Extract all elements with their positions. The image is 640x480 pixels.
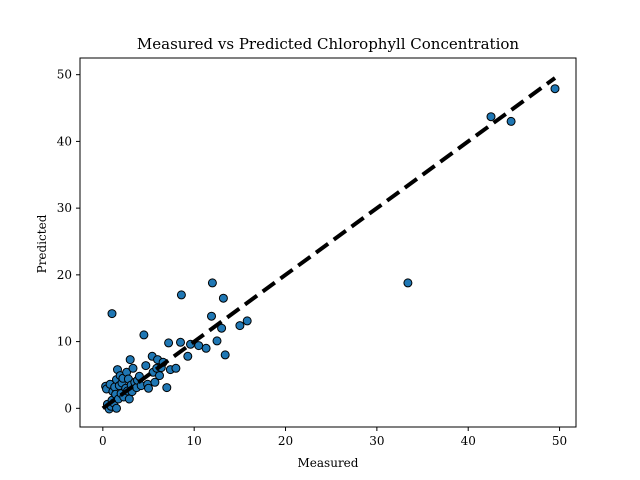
reference-line	[101, 76, 557, 410]
scatter-point	[242, 316, 252, 326]
scatter-point	[141, 361, 151, 371]
y-tick-label: 40	[57, 134, 72, 148]
scatter-point	[201, 343, 211, 353]
scatter-point	[164, 338, 174, 348]
scatter-point	[403, 278, 413, 288]
scatter-point	[550, 84, 560, 94]
y-tick-label: 50	[57, 68, 72, 82]
scatter-point	[176, 290, 186, 300]
x-tick-label: 10	[187, 434, 202, 448]
scatter-point	[220, 350, 230, 360]
scatter-point	[217, 323, 227, 333]
scatter-point	[171, 363, 181, 373]
scatter-point	[218, 293, 228, 303]
scatter-point	[176, 337, 185, 347]
y-tick-label: 10	[57, 335, 72, 349]
scatter-point	[207, 311, 216, 321]
plot-area	[101, 76, 560, 414]
chart-title: Measured vs Predicted Chlorophyll Concen…	[137, 35, 519, 53]
scatter-point	[235, 321, 245, 331]
x-tick-label: 30	[369, 434, 384, 448]
x-tick-label: 50	[552, 434, 567, 448]
scatter-point	[207, 278, 217, 288]
y-tick-label: 20	[57, 268, 72, 282]
scatter-point	[162, 383, 172, 393]
scatter-point	[155, 371, 164, 381]
y-tick-label: 0	[64, 401, 72, 415]
y-tick-label: 30	[57, 201, 72, 215]
scatter-point	[107, 309, 117, 319]
scatter-point	[125, 355, 135, 365]
axis-ticks: 0 10 20 30 40 50 0 10 20 30 40 50	[57, 68, 567, 448]
x-axis-label: Measured	[298, 456, 359, 470]
scatter-point	[128, 363, 138, 373]
scatter-point	[183, 351, 193, 361]
scatter-point	[150, 377, 160, 387]
x-tick-label: 0	[99, 434, 107, 448]
scatter-point	[506, 116, 516, 126]
axes-frame	[79, 57, 577, 428]
scatter-point	[486, 112, 496, 122]
scatter-point	[124, 394, 134, 404]
y-axis-label: Predicted	[35, 214, 49, 273]
scatter-point	[212, 336, 222, 346]
scatter-point	[112, 403, 121, 413]
scatter-point	[139, 330, 149, 340]
scatter-point	[144, 383, 153, 393]
x-tick-label: 20	[278, 434, 293, 448]
x-tick-label: 40	[461, 434, 476, 448]
